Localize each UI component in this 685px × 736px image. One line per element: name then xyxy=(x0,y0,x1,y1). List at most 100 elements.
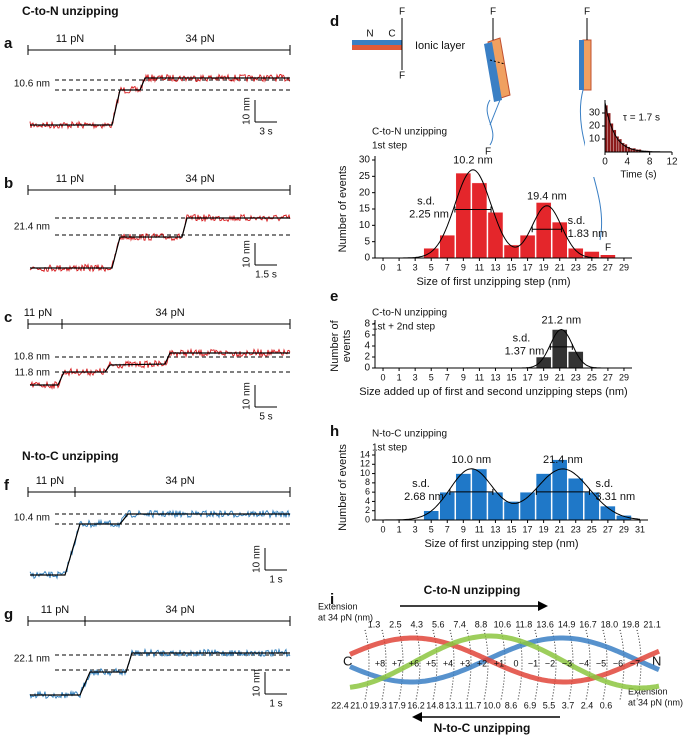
number-bottom: 14.8 xyxy=(426,700,444,710)
number-middle: +1 xyxy=(494,658,504,668)
x-tick-label: 13 xyxy=(490,524,500,534)
sd-prefix: s.d. xyxy=(595,478,613,490)
raw-trace xyxy=(29,647,291,700)
scale-x: 1 s xyxy=(269,699,282,710)
y-tick-label: 25 xyxy=(359,171,371,182)
force-label: F xyxy=(490,7,496,18)
y-axis-title: events xyxy=(341,329,353,362)
backbone-link xyxy=(602,629,608,701)
force-label: 34 pN xyxy=(185,173,214,185)
x-tick-label: 27 xyxy=(603,524,613,534)
x-tick-label: 0 xyxy=(381,524,386,534)
y-tick-label: 8 xyxy=(365,477,370,487)
peak-label: 19.4 nm xyxy=(527,191,567,203)
backbone-link xyxy=(585,629,591,701)
number-top: 10.6 xyxy=(494,619,512,629)
x-tick-label: 31 xyxy=(635,524,645,534)
y-tick-label: 8 xyxy=(364,319,370,330)
backbone-link xyxy=(364,629,370,701)
x-tick-label: 9 xyxy=(461,262,466,272)
number-middle: +3 xyxy=(460,658,470,668)
dna-strand xyxy=(349,635,660,685)
inset-bg xyxy=(585,92,667,177)
section-title: C-to-N unzipping xyxy=(22,4,119,18)
end-label: N xyxy=(652,653,661,668)
chart-subtitle: 1st step xyxy=(372,141,407,152)
dna-strand xyxy=(579,40,584,90)
number-top: 11.8 xyxy=(515,619,532,629)
chart-title: C-to-N unzipping xyxy=(372,127,447,138)
number-top: 18.0 xyxy=(601,619,619,629)
backbone-link xyxy=(500,629,506,701)
peak-label: 10.0 nm xyxy=(451,454,491,466)
x-tick-label: 1 xyxy=(397,372,402,382)
x-tick-label: 5 xyxy=(429,262,434,272)
y-tick-label: 6 xyxy=(364,330,370,341)
y-tick-label: 0 xyxy=(365,514,370,524)
number-bottom: 21.0 xyxy=(350,700,368,710)
exp-fit xyxy=(604,102,672,153)
number-middle: −4 xyxy=(579,658,589,668)
x-tick-label: 29 xyxy=(619,262,629,272)
step-size: 10.6 nm xyxy=(14,79,50,90)
x-tick-label: 11 xyxy=(475,262,484,272)
number-middle: +5 xyxy=(426,658,436,668)
force-label: 34 pN xyxy=(185,33,214,45)
number-middle: −2 xyxy=(545,658,555,668)
number-middle: −7 xyxy=(630,658,640,668)
panel-letter: b xyxy=(4,175,13,192)
x-tick-label: 7 xyxy=(445,524,450,534)
x-axis-title: Size added up of first and second unzipp… xyxy=(359,386,627,398)
y-tick-label: 20 xyxy=(589,121,601,132)
x-tick-label: 17 xyxy=(523,262,533,272)
force-label: 34 pN xyxy=(165,604,194,616)
x-tick-label: 3 xyxy=(413,524,418,534)
sd-label: 1.37 nm xyxy=(505,346,545,358)
number-top: 4.3 xyxy=(411,619,424,629)
number-top: 7.4 xyxy=(453,619,466,629)
force-label: 34 pN xyxy=(165,475,194,487)
chart-title: C-to-N unzipping xyxy=(372,308,447,319)
gaussian-fit xyxy=(382,468,641,521)
panel-i-title: C-to-N unzipping xyxy=(424,583,521,597)
force-label: F xyxy=(399,7,405,18)
y-tick-label: 15 xyxy=(359,204,371,215)
number-middle: +8 xyxy=(375,658,385,668)
chart-subtitle: 1st + 2nd step xyxy=(372,322,436,333)
backbone-link xyxy=(432,629,438,701)
sd-prefix: s.d. xyxy=(513,333,531,345)
number-middle: −6 xyxy=(613,658,623,668)
x-tick-label: 13 xyxy=(490,262,500,272)
dna-strand xyxy=(489,99,501,126)
x-tick-label: 23 xyxy=(571,524,581,534)
scale-y: 10 nm xyxy=(252,545,263,573)
backbone-link xyxy=(517,629,523,701)
x-axis-title: Size of first unzipping step (nm) xyxy=(416,276,570,288)
x-tick-label: 1 xyxy=(397,524,402,534)
bar xyxy=(567,247,584,259)
raw-trace xyxy=(29,73,291,130)
peak-label: 21.4 nm xyxy=(543,454,583,466)
raw-trace xyxy=(29,213,291,273)
backbone-link xyxy=(398,629,404,701)
number-top: 14.9 xyxy=(558,619,576,629)
sd-label: 3.31 nm xyxy=(595,491,635,503)
force-label: F xyxy=(485,147,491,158)
number-top: 19.8 xyxy=(622,619,640,629)
panel-letter: h xyxy=(330,423,339,440)
panel-letter: f xyxy=(4,477,10,494)
x-tick-label: 3 xyxy=(413,262,418,272)
number-middle: +4 xyxy=(443,658,453,668)
x-tick-label: 1 xyxy=(397,262,402,272)
y-tick-label: 10 xyxy=(359,220,371,231)
number-middle: +7 xyxy=(392,658,402,668)
x-tick-label: 3 xyxy=(413,372,418,382)
x-tick-label: 23 xyxy=(571,262,581,272)
number-bottom: 3.7 xyxy=(562,700,575,710)
x-tick-label: 15 xyxy=(506,524,516,534)
y-tick-label: 0 xyxy=(364,363,370,374)
panel-letter: a xyxy=(4,35,13,52)
bar xyxy=(535,356,552,369)
force-label: 34 pN xyxy=(155,307,184,319)
bar xyxy=(423,247,440,259)
